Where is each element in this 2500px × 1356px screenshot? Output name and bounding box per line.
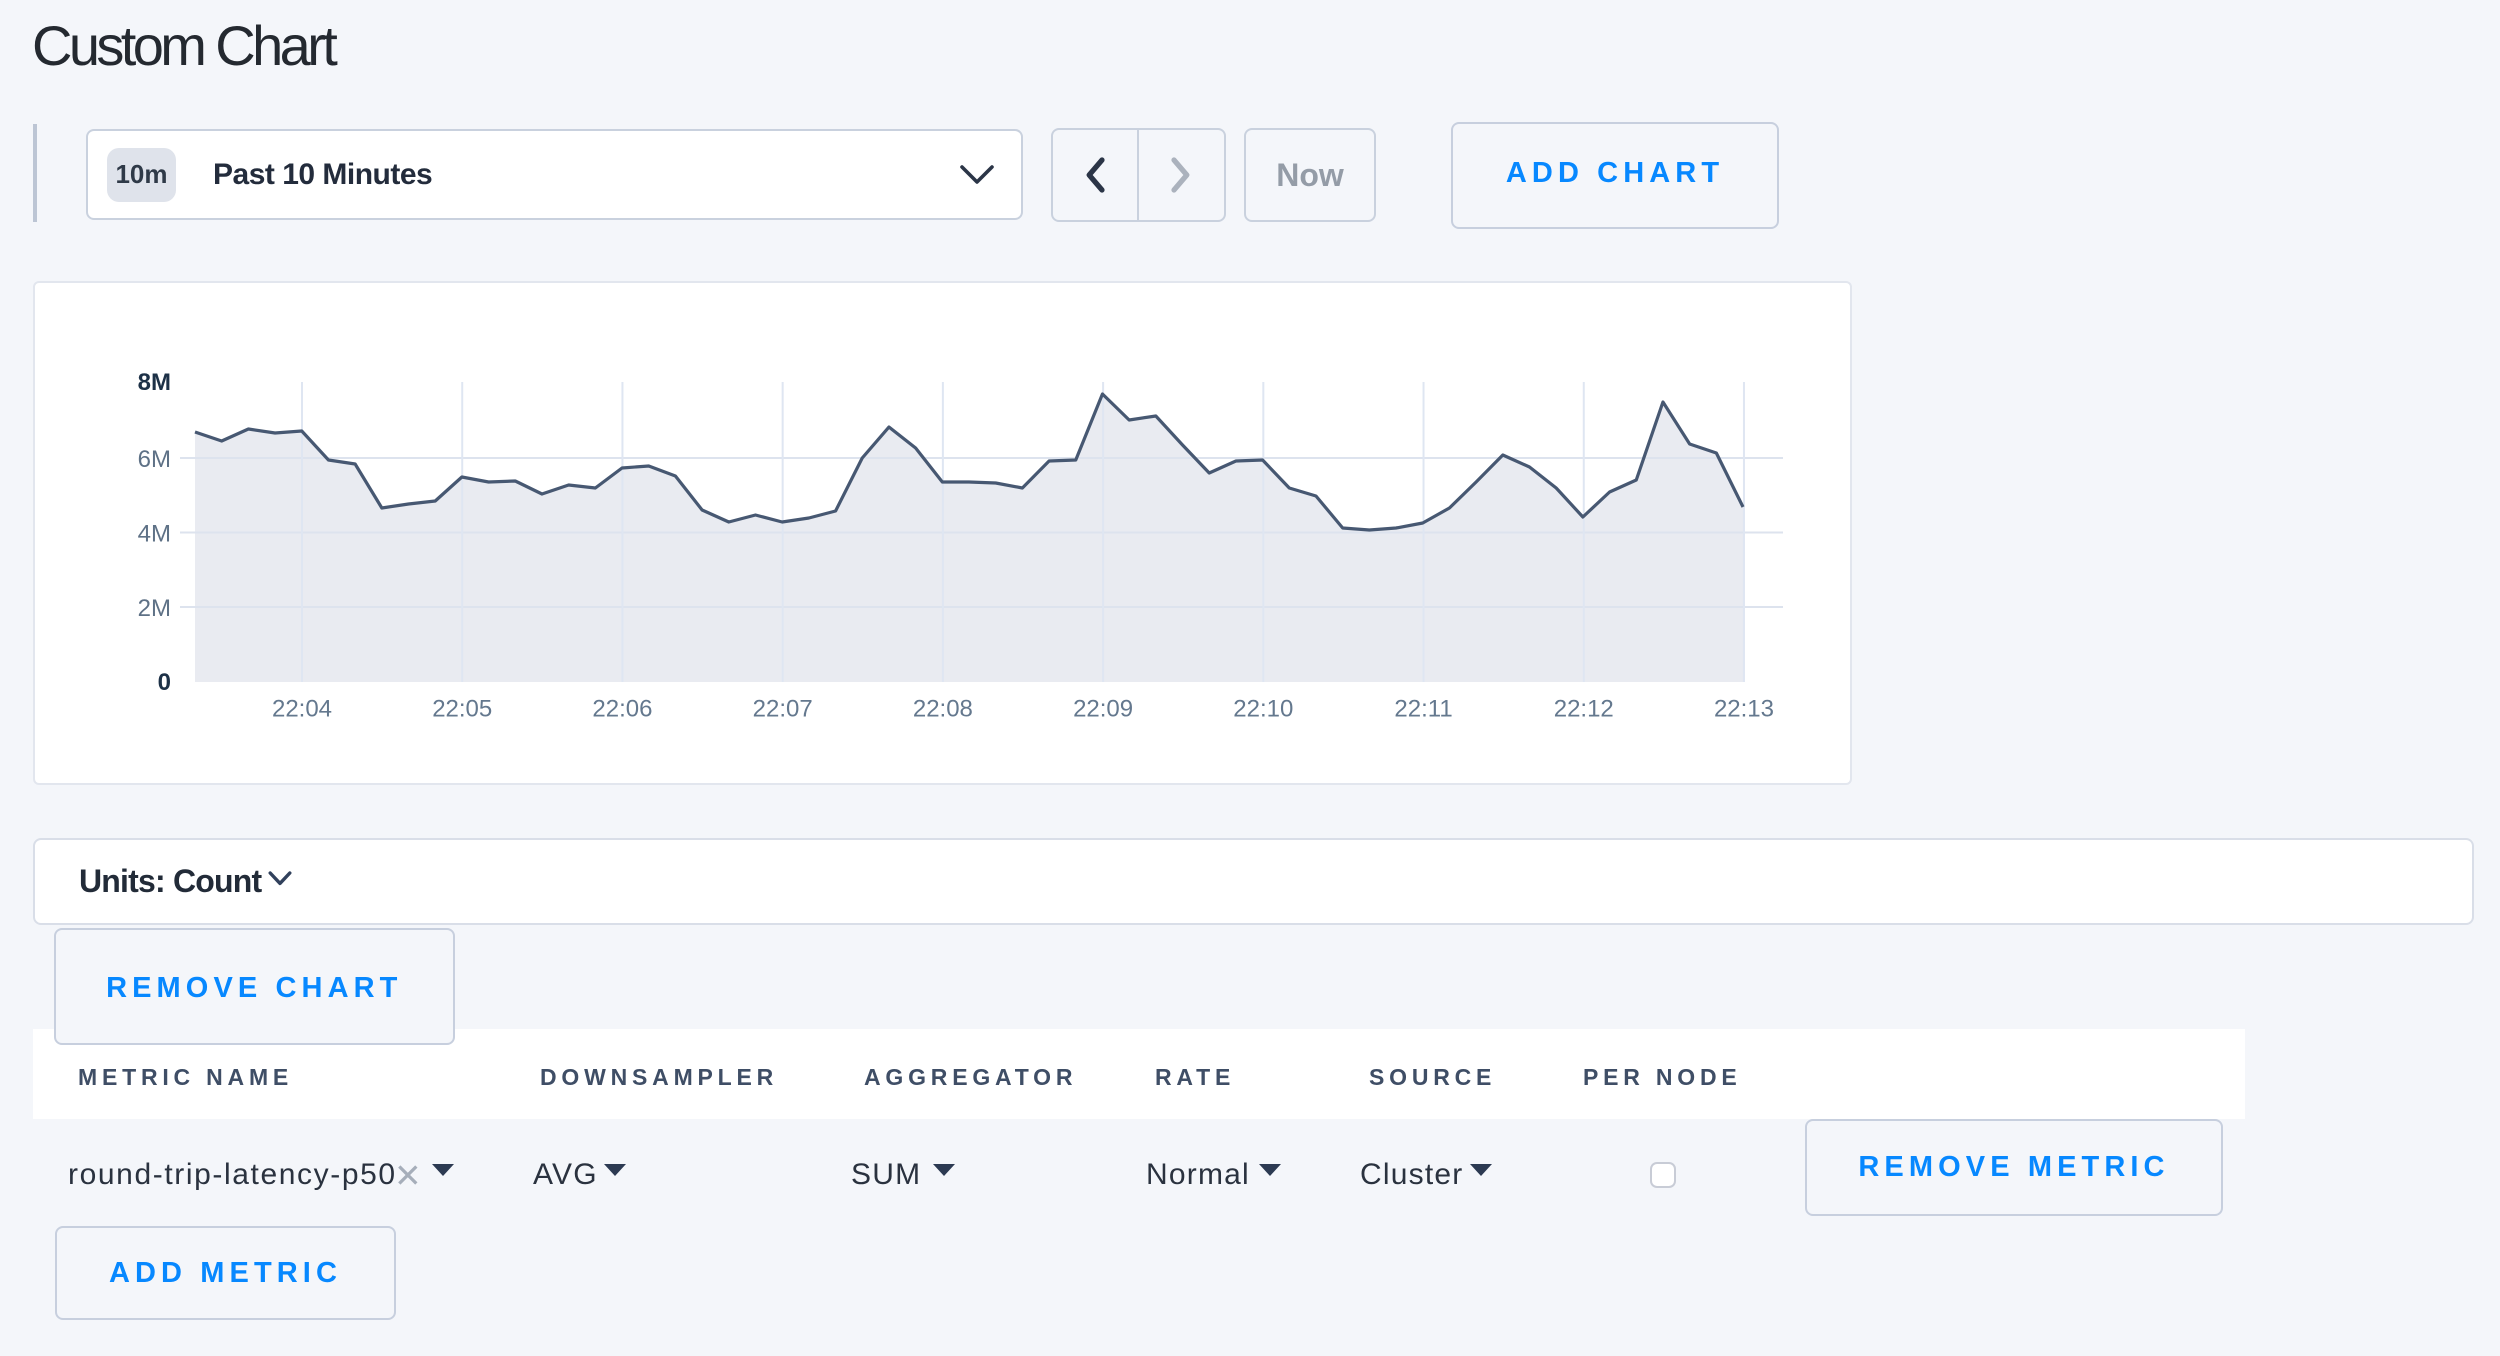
svg-text:22:07: 22:07: [753, 696, 813, 723]
svg-text:22:13: 22:13: [1714, 696, 1774, 723]
svg-text:22:05: 22:05: [432, 696, 492, 723]
svg-text:22:11: 22:11: [1394, 696, 1452, 723]
svg-text:22:04: 22:04: [272, 696, 332, 723]
svg-text:22:06: 22:06: [592, 696, 652, 723]
svg-text:2M: 2M: [138, 595, 171, 622]
svg-text:22:09: 22:09: [1073, 696, 1133, 723]
svg-text:6M: 6M: [138, 446, 171, 473]
svg-text:0: 0: [158, 669, 171, 696]
svg-text:22:10: 22:10: [1233, 696, 1293, 723]
svg-text:8M: 8M: [138, 369, 171, 396]
svg-text:4M: 4M: [138, 520, 171, 547]
svg-text:22:08: 22:08: [913, 696, 973, 723]
svg-text:22:12: 22:12: [1554, 696, 1614, 723]
